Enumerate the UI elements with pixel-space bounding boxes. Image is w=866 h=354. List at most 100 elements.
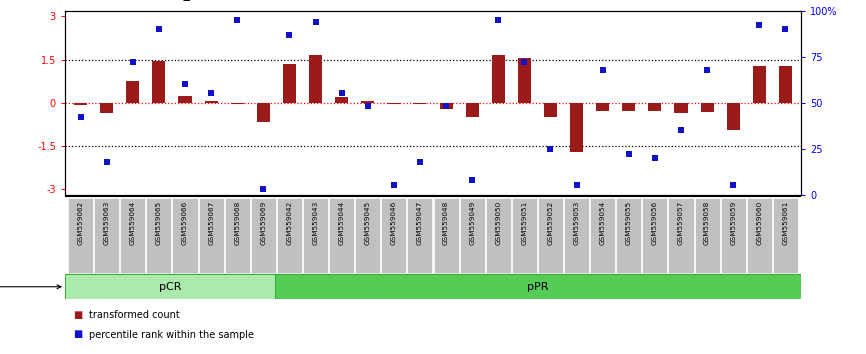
Bar xyxy=(564,198,589,273)
Bar xyxy=(204,101,217,103)
Text: GSM559043: GSM559043 xyxy=(313,200,319,245)
Bar xyxy=(512,198,537,273)
Bar xyxy=(387,103,400,104)
Point xyxy=(674,127,688,133)
Text: GSM559045: GSM559045 xyxy=(365,200,371,245)
Bar xyxy=(283,64,296,103)
Point xyxy=(753,23,766,28)
Text: ■: ■ xyxy=(74,310,83,320)
Text: pCR: pCR xyxy=(158,282,181,292)
Bar xyxy=(329,198,354,273)
Bar xyxy=(596,103,609,111)
Bar xyxy=(257,103,270,122)
Text: GSM559068: GSM559068 xyxy=(234,200,240,245)
Text: GSM559049: GSM559049 xyxy=(469,200,475,245)
Point xyxy=(779,26,792,32)
Bar xyxy=(623,103,636,111)
Bar xyxy=(230,103,243,104)
Bar xyxy=(224,198,249,273)
Bar xyxy=(590,198,615,273)
Bar xyxy=(335,97,348,103)
Bar xyxy=(309,55,322,103)
Text: transformed count: transformed count xyxy=(89,310,180,320)
Bar xyxy=(152,61,165,103)
Point xyxy=(126,59,139,65)
Text: GSM559060: GSM559060 xyxy=(756,200,762,245)
Bar xyxy=(721,198,746,273)
Bar xyxy=(275,274,801,299)
Bar xyxy=(440,103,453,109)
Bar xyxy=(178,96,191,103)
Text: GSM559061: GSM559061 xyxy=(782,200,788,245)
Bar xyxy=(361,101,374,103)
Point xyxy=(308,19,322,24)
Point xyxy=(387,183,401,188)
Text: GSM559057: GSM559057 xyxy=(678,200,684,245)
Bar xyxy=(486,198,511,273)
Text: pPR: pPR xyxy=(527,282,549,292)
Bar xyxy=(701,103,714,112)
Bar xyxy=(126,81,139,103)
Point xyxy=(335,91,349,96)
Text: GSM559058: GSM559058 xyxy=(704,200,710,245)
Text: GSM559064: GSM559064 xyxy=(130,200,136,245)
Point xyxy=(622,152,636,157)
Text: GSM559048: GSM559048 xyxy=(443,200,449,245)
Bar xyxy=(381,198,406,273)
Bar xyxy=(617,198,642,273)
Point xyxy=(727,183,740,188)
Point xyxy=(230,17,244,23)
Text: GSM559059: GSM559059 xyxy=(730,200,736,245)
Text: disease state: disease state xyxy=(0,282,61,292)
Bar xyxy=(544,103,557,117)
Bar xyxy=(643,198,668,273)
Point xyxy=(152,26,166,32)
Bar xyxy=(74,103,87,105)
Text: GSM559055: GSM559055 xyxy=(626,200,632,245)
Text: ■: ■ xyxy=(74,329,83,339)
Point xyxy=(178,81,192,87)
Point xyxy=(74,115,87,120)
Bar xyxy=(65,274,275,299)
Bar xyxy=(538,198,563,273)
Bar xyxy=(277,198,302,273)
Bar xyxy=(100,103,113,113)
Bar xyxy=(407,198,432,273)
Text: GSM559042: GSM559042 xyxy=(287,200,293,245)
Bar xyxy=(120,198,145,273)
Bar xyxy=(695,198,720,273)
Text: GSM559053: GSM559053 xyxy=(573,200,579,245)
Bar xyxy=(466,103,479,117)
Bar xyxy=(198,198,223,273)
Text: GSM559063: GSM559063 xyxy=(104,200,110,245)
Bar xyxy=(772,198,798,273)
Point xyxy=(648,155,662,161)
Bar xyxy=(94,198,120,273)
Text: percentile rank within the sample: percentile rank within the sample xyxy=(89,330,255,340)
Bar xyxy=(753,66,766,103)
Text: GSM559051: GSM559051 xyxy=(521,200,527,245)
Bar xyxy=(649,103,662,111)
Bar xyxy=(746,198,772,273)
Text: GSM559047: GSM559047 xyxy=(417,200,423,245)
Bar xyxy=(779,66,792,103)
Text: GSM559062: GSM559062 xyxy=(78,200,84,245)
Text: GSM559050: GSM559050 xyxy=(495,200,501,245)
Bar xyxy=(518,58,531,103)
Text: GSM559065: GSM559065 xyxy=(156,200,162,245)
Bar xyxy=(570,103,583,152)
Bar xyxy=(68,198,94,273)
Point xyxy=(439,103,453,109)
Point xyxy=(100,159,113,164)
Text: GSM559044: GSM559044 xyxy=(339,200,345,245)
Bar xyxy=(172,198,197,273)
Text: GSM559066: GSM559066 xyxy=(182,200,188,245)
Bar xyxy=(492,55,505,103)
Bar xyxy=(675,103,688,113)
Bar xyxy=(460,198,485,273)
Point xyxy=(517,59,531,65)
Bar xyxy=(303,198,328,273)
Text: GSM559052: GSM559052 xyxy=(547,200,553,245)
Text: GSM559069: GSM559069 xyxy=(261,200,267,245)
Bar xyxy=(727,103,740,130)
